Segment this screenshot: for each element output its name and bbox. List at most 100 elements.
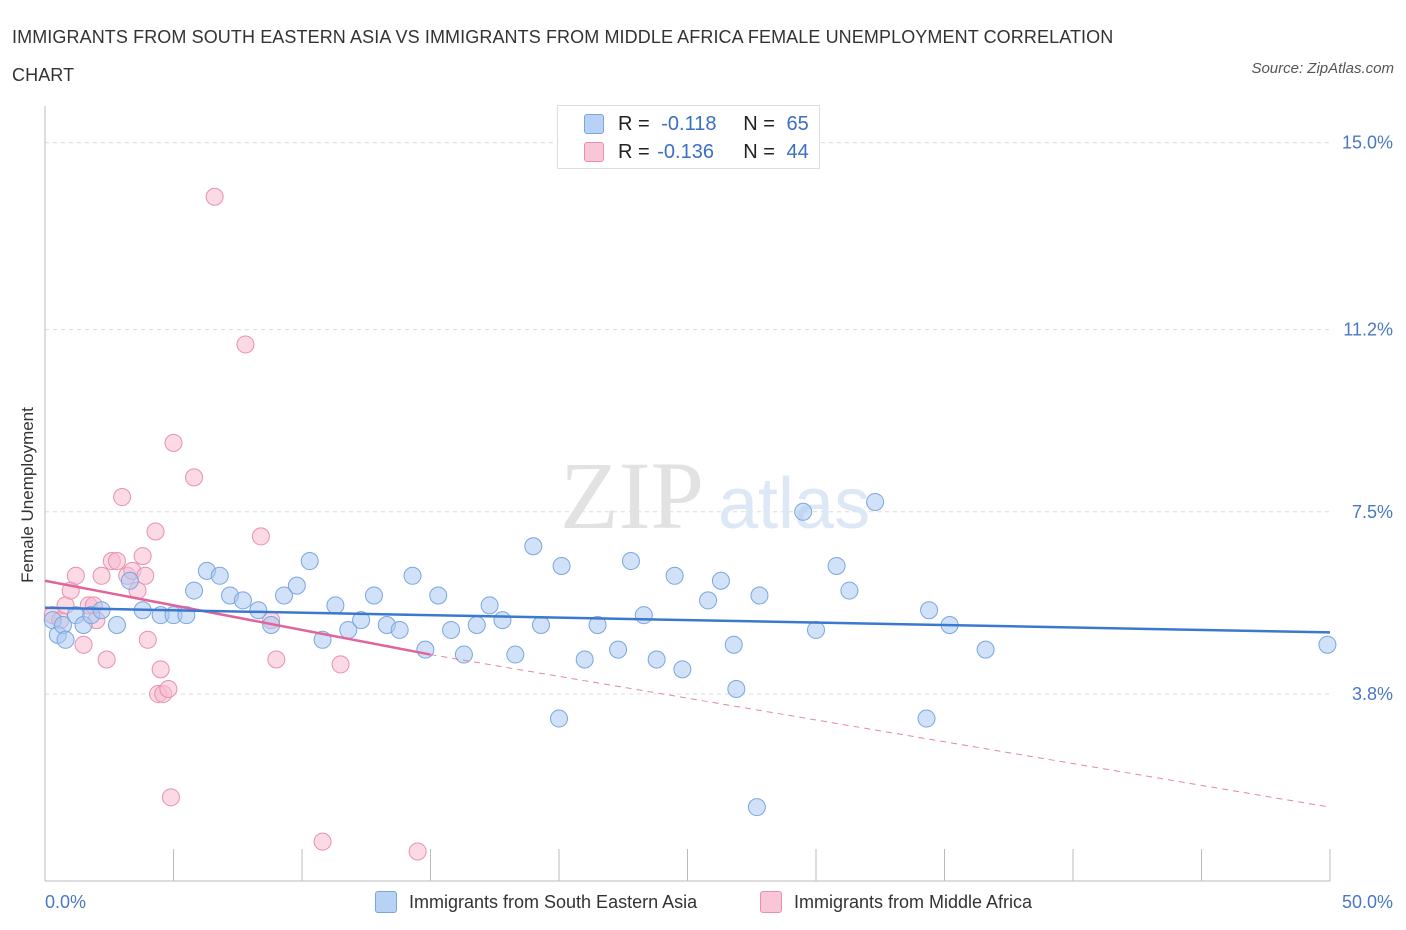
data-point-se-asia [416,640,435,659]
data-point-se-asia [300,552,319,571]
data-point-se-asia [442,620,461,639]
legend-n-label: N = [743,140,775,163]
data-point-middle-africa [133,547,152,566]
data-point-se-asia [275,586,294,605]
data-point-se-asia [210,566,229,585]
data-point-se-asia [352,611,371,630]
data-point-se-asia [750,586,769,605]
legend-label-middle-africa: Immigrants from Middle Africa [794,891,1033,912]
legend-r-label: R = [618,140,650,163]
data-point-middle-africa [151,660,170,679]
data-point-se-asia [807,620,825,639]
data-point-middle-africa [313,832,332,851]
legend-r-value: -0.118 [661,112,717,135]
data-point-middle-africa [66,566,85,585]
legend-n-value: 65 [786,112,809,135]
data-point-se-asia [673,660,692,679]
data-point-se-asia [920,601,939,620]
data-point-se-asia [866,492,885,511]
data-point-se-asia [233,591,252,610]
data-point-se-asia [287,576,306,595]
legend-item-se-asia: Immigrants from South Eastern Asia [375,888,697,916]
data-point-middle-africa [159,680,178,699]
data-point-se-asia [550,709,568,728]
data-point-se-asia [711,571,730,590]
data-point-middle-africa [205,187,224,206]
data-point-se-asia [185,581,204,600]
trend-extension-middle-africa [430,654,1331,808]
x-tick-label: 50.0% [1342,892,1393,912]
data-point-se-asia [364,586,383,605]
chart-title: IMMIGRANTS FROM SOUTH EASTERN ASIA VS IM… [12,27,1114,85]
data-point-se-asia [506,645,525,664]
data-point-se-asia [56,630,75,649]
data-point-middle-africa [267,650,286,669]
data-point-middle-africa [138,630,157,649]
series-middle-africa-points [43,187,427,861]
data-point-se-asia [429,586,448,605]
series-se-asia-points [43,492,1337,817]
data-point-se-asia [552,556,571,575]
data-point-middle-africa [236,335,255,354]
legend-swatch-middle-africa [584,142,604,162]
data-point-se-asia [249,601,268,620]
data-point-se-asia [665,566,684,585]
legend-r-label: R = [618,112,650,135]
data-point-se-asia [403,566,422,585]
data-point-se-asia [107,616,126,635]
data-point-se-asia [840,581,859,600]
legend-n-value: 44 [786,140,809,163]
data-point-se-asia [390,620,409,639]
axes [44,106,1331,882]
data-point-se-asia [524,537,543,556]
data-point-middle-africa [164,433,183,452]
y-tick-labels: 3.8% 7.5% 11.2% 15.0% [1342,133,1393,704]
data-point-middle-africa [92,566,111,585]
data-point-se-asia [588,616,607,635]
legend-row-middle-africa: R = -0.136 N = 44 [584,139,809,165]
data-point-se-asia [699,591,718,610]
watermark-zip: ZIP [560,442,704,549]
legend-swatch-se-asia [584,114,604,134]
trend-line-se-asia [44,606,1331,634]
data-point-middle-africa [107,552,126,571]
data-point-se-asia [480,596,499,615]
data-point-middle-africa [161,788,180,807]
data-point-se-asia [794,502,813,521]
watermark: ZIP atlas [560,442,870,549]
legend-label-se-asia: Immigrants from South Eastern Asia [409,891,698,912]
data-point-middle-africa [113,488,132,507]
data-point-se-asia [727,680,746,699]
data-point-middle-africa [331,655,350,674]
watermark-atlas: atlas [718,464,870,544]
data-point-middle-africa [185,468,204,487]
data-point-se-asia [493,611,512,630]
data-point-se-asia [647,650,666,669]
legend-n-label: N = [743,112,775,135]
data-point-se-asia [326,596,345,615]
data-point-se-asia [917,709,936,728]
data-point-se-asia [467,616,486,635]
source-label: Source: ZipAtlas.com [1251,60,1394,77]
data-point-se-asia [454,645,473,664]
series-legend: Immigrants from South Eastern Asia Immig… [0,888,1406,918]
data-point-se-asia [1318,635,1337,654]
data-point-se-asia [575,650,594,669]
y-tick-label: 15.0% [1342,133,1393,153]
data-point-se-asia [92,601,111,620]
y-tick-label: 11.2% [1343,320,1393,340]
data-point-middle-africa [408,842,427,861]
y-tick-label: 7.5% [1352,502,1393,522]
data-point-se-asia [724,635,743,654]
data-point-se-asia [634,606,653,625]
legend-item-middle-africa: Immigrants from Middle Africa [760,888,1032,916]
legend-row-se-asia: R = -0.118 N = 65 [584,111,809,137]
x-tick-labels: 0.0% 50.0% [45,892,1393,912]
x-tick-label: 0.0% [45,892,86,912]
data-point-se-asia [621,552,640,571]
data-point-middle-africa [136,566,155,585]
trend-line-middle-africa [44,579,431,656]
data-point-se-asia [532,616,551,635]
legend-swatch-middle-africa [760,891,782,913]
